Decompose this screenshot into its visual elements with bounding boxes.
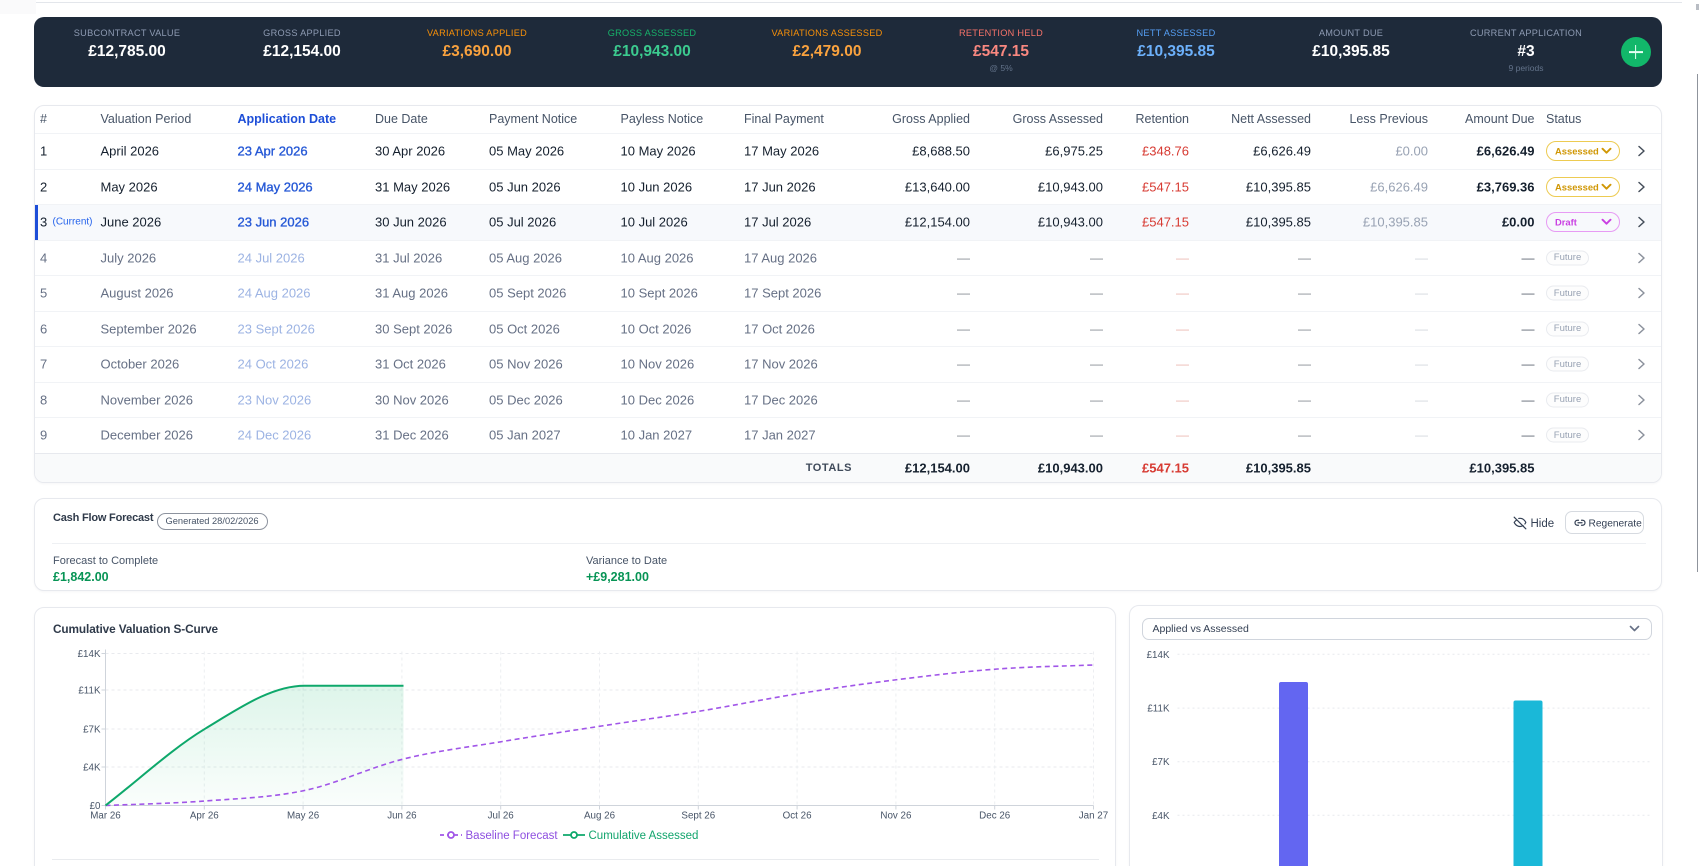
svg-text:£14K: £14K: [1146, 649, 1169, 660]
svg-text:£4K: £4K: [1152, 810, 1170, 821]
svg-text:£14K: £14K: [77, 649, 100, 660]
svg-text:Dec 26: Dec 26: [979, 810, 1011, 821]
svg-text:Jun 26: Jun 26: [387, 810, 417, 821]
svg-text:Apr 26: Apr 26: [189, 810, 218, 821]
svg-text:Aug 26: Aug 26: [583, 810, 615, 821]
svg-text:Sept 26: Sept 26: [681, 810, 715, 821]
svg-text:Oct 26: Oct 26: [782, 810, 811, 821]
svg-text:£11K: £11K: [78, 685, 101, 696]
svg-text:May 26: May 26: [287, 810, 320, 821]
svg-text:Jan 27: Jan 27: [1078, 810, 1107, 821]
svg-text:£7K: £7K: [1152, 757, 1170, 768]
svg-text:Nov 26: Nov 26: [880, 810, 912, 821]
svg-text:Mar 26: Mar 26: [90, 810, 121, 821]
svg-text:£7K: £7K: [83, 724, 101, 735]
svg-text:£0: £0: [89, 801, 100, 812]
svg-text:£11K: £11K: [1147, 703, 1170, 714]
svg-text:£4K: £4K: [83, 762, 101, 773]
svg-text:Jul 26: Jul 26: [487, 810, 514, 821]
